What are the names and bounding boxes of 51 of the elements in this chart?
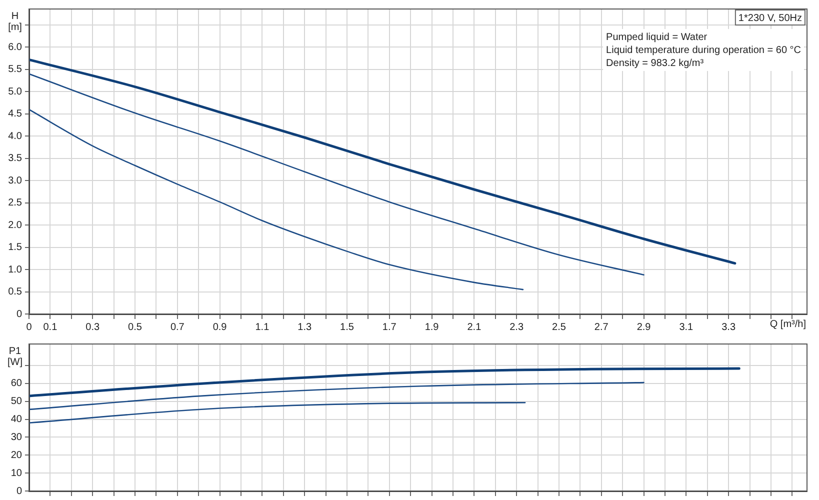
y-tick-label: 10 [10, 468, 22, 479]
x-tick-label: 0.1 [43, 322, 58, 333]
y-axis-title: H [m] [8, 10, 22, 33]
x-tick-label: 1.9 [424, 322, 440, 333]
line-series [29, 367, 740, 398]
x-tick-label: 3.3 [722, 322, 736, 333]
x-tick-label: 2.9 [636, 322, 652, 333]
x-tick-label: 2.5 [552, 322, 566, 333]
line-series [29, 58, 736, 265]
x-tick-label: 1.1 [255, 322, 270, 333]
y-tick-label: 60 [10, 378, 22, 390]
y-tick-label: 4.5 [8, 108, 22, 120]
y-tick-label: 30 [10, 432, 22, 443]
x-tick-label: 0.9 [212, 322, 228, 333]
x-tick-label: 1.5 [340, 322, 354, 333]
y-tick-label: 0 [16, 308, 22, 320]
text: 3.0 [8, 175, 22, 186]
y-tick-label: 0.5 [8, 286, 22, 298]
annotation: Liquid temperature during operation = 60 °C [606, 44, 802, 56]
y-tick-label: 1.5 [8, 242, 22, 254]
text: 4.0 [8, 130, 22, 142]
x-tick-label: 1.3 [298, 322, 312, 333]
x-tick-label: 2.7 [594, 322, 609, 333]
line-series [29, 382, 644, 410]
text: 1.0 [8, 264, 22, 276]
y-tick-label: 50 [10, 396, 22, 408]
y-tick-label: 40 [10, 414, 22, 426]
x-tick-label: 2.1 [467, 322, 482, 333]
annotation: Pumped liquid = Water [606, 32, 708, 43]
y-tick-label: 2.5 [8, 198, 22, 209]
annotation: Density = 983.2 kg/m³ [606, 58, 704, 69]
annotation: 1*230 V, 50Hz [738, 12, 802, 24]
line-series [29, 73, 644, 276]
y-tick-label: 5.5 [8, 64, 22, 76]
x-tick-label: 0.3 [86, 322, 100, 333]
line-series [29, 402, 526, 424]
x-tick-label: 0.7 [170, 322, 185, 333]
text: 2.0 [8, 220, 22, 231]
text: 6.0 [8, 42, 22, 53]
x-tick-label: 3.1 [679, 322, 694, 333]
line-series [29, 108, 524, 290]
y-tick-label: 3.5 [8, 153, 22, 164]
y-tick-label: 20 [10, 450, 22, 461]
x-tick-label: 0 [26, 322, 32, 333]
x-tick-label: 0.5 [128, 322, 142, 333]
x-axis-title: Q [m³/h] [770, 318, 806, 330]
y-axis-title: P1 [W] [8, 346, 23, 368]
x-tick-label: 1.7 [382, 322, 397, 333]
x-tick-label: 2.3 [510, 322, 524, 333]
y-tick-label: 0 [16, 486, 22, 497]
text: 5.0 [8, 86, 22, 98]
